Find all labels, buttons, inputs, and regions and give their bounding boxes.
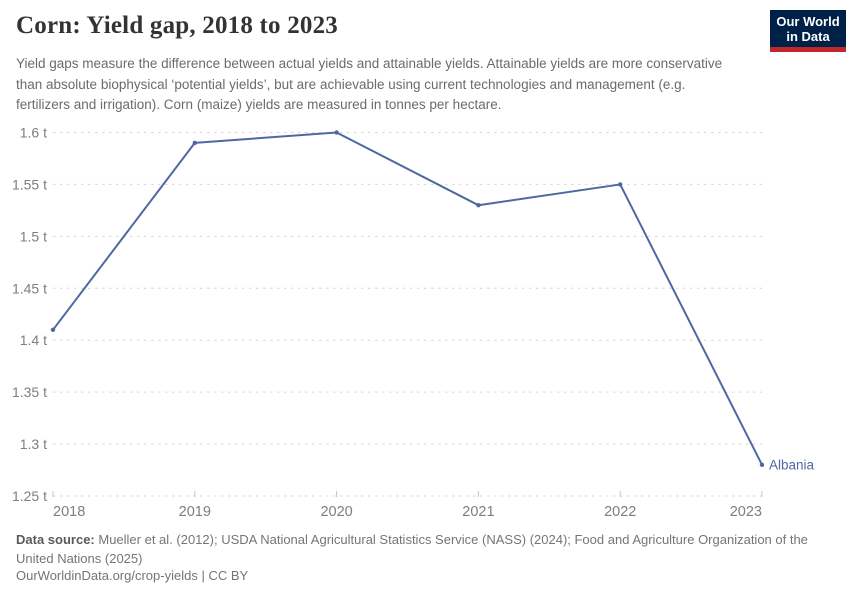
data-line[interactable] [52, 131, 763, 466]
y-axis-tick-label: 1.25 t [12, 488, 47, 504]
y-axis-tick-label: 1.5 t [20, 228, 47, 244]
y-axis-tick-label: 1.6 t [20, 125, 47, 141]
data-point-marker[interactable] [759, 462, 765, 468]
y-axis-tick-label: 1.35 t [12, 384, 47, 400]
footer-links: OurWorldinData.org/crop-yields | CC BY [16, 568, 248, 583]
line-chart-canvas[interactable]: 1.25 t 1.3 t 1.35 t 1.4 t 1.45 t 1.5 t 1.55 t 1… [0, 110, 850, 525]
y-axis-tick-label: 1.4 t [20, 332, 47, 348]
owid-logo-line2: in Data [786, 29, 830, 44]
y-axis-tick-label: 1.45 t [12, 280, 47, 296]
x-axis-tick-label: 2020 [320, 504, 352, 520]
x-axis-tick-label: 2022 [604, 504, 636, 520]
owid-logo-line1: Our World [776, 14, 840, 29]
chart-subtitle: Yield gaps measure the difference betwee… [16, 56, 723, 112]
x-axis-tick-label: 2021 [462, 504, 494, 520]
license-link[interactable]: CC BY [208, 568, 249, 583]
data-source-text: Mueller et al. (2012); USDA National Agr… [16, 532, 808, 566]
footer-separator: | [197, 568, 209, 583]
data-point-marker[interactable] [50, 327, 56, 333]
data-point-marker[interactable] [618, 182, 623, 187]
data-point-marker[interactable] [476, 203, 481, 208]
data-source-label: Data source: [16, 532, 95, 547]
y-axis-tick-label: 1.3 t [20, 436, 47, 452]
x-axis-tick-label: 2018 [53, 504, 85, 520]
page-title: Corn: Yield gap, 2018 to 2023 [16, 12, 338, 39]
data-point-marker[interactable] [192, 140, 197, 146]
x-axis-tick-label: 2023 [730, 504, 762, 520]
data-point-marker[interactable] [334, 130, 339, 135]
series-end-label[interactable]: Albania [769, 457, 815, 472]
x-axis-tick-label: 2019 [179, 504, 211, 520]
data-source-note: Data source: Mueller et al. (2012); USDA… [16, 530, 816, 568]
owid-url-link[interactable]: OurWorldinData.org/crop-yields [16, 568, 198, 583]
owid-logo[interactable]: Our World in Data [770, 10, 846, 52]
y-axis-tick-label: 1.55 t [12, 176, 47, 192]
